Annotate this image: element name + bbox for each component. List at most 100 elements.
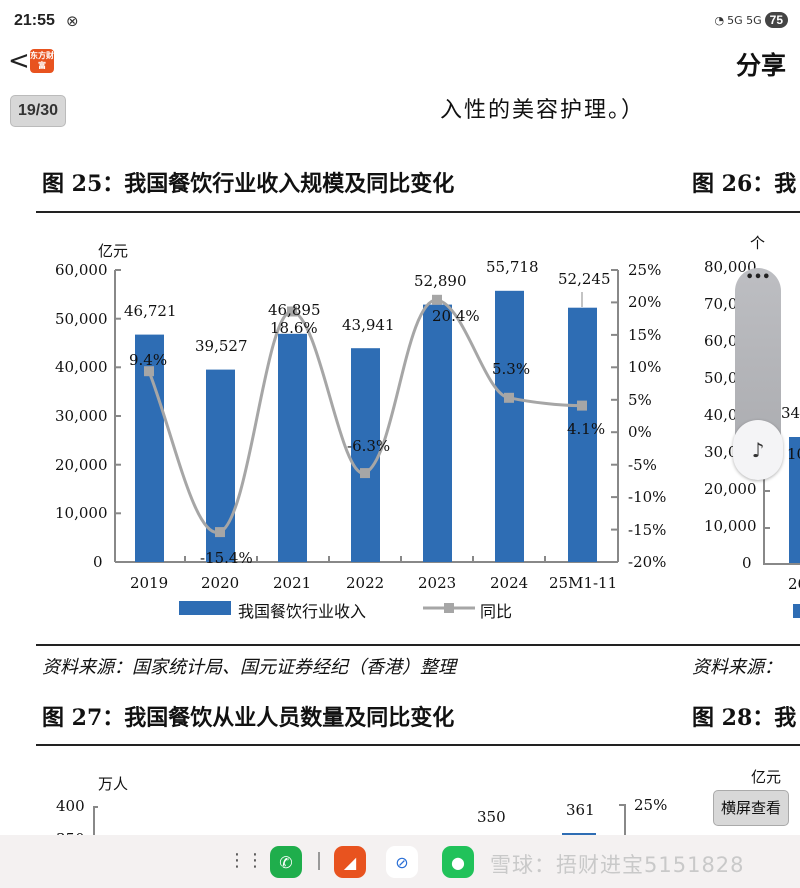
phone-app-icon[interactable]: ✆ [270,846,302,878]
bar-value-label: 361 [566,801,595,819]
legend-swatch [793,604,800,618]
axis-unit: 亿元 [751,768,782,786]
left-tick: 30,000 [55,407,108,425]
axis-unit: 万人 [98,775,129,793]
bar-value-label: 39,527 [195,337,248,355]
axis-line [93,806,95,846]
back-button[interactable]: < [8,46,30,76]
left-tick: 10,000 [55,504,108,522]
app-logo: 东方财富 [30,49,54,73]
status-bar: 21:55 ⊗ ◔ 5G 5G 75 [0,0,800,40]
x-label: 2024 [490,574,529,592]
bar-value-label: 52,890 [414,272,467,290]
tick: 0 [742,554,752,572]
tick-mark [93,806,98,808]
right-tick: 20% [628,293,662,311]
yoy-label: 20.4% [432,307,480,325]
figure-25-chart: 亿元 [55,242,667,621]
axis-unit: 个 [750,234,766,252]
figure-26-title: 图 26：我 [692,171,797,197]
tick: 20,000 [704,480,757,498]
left-tick: 40,000 [55,358,108,376]
yoy-label: 9.4% [129,351,168,369]
tick-mark [763,490,770,492]
bar-value-label: 55,718 [486,258,539,276]
clock: 21:55 [14,12,55,29]
figure-27-title: 图 27：我国餐饮从业人员数量及同比变化 [42,705,455,731]
x-label: 2021 [273,574,312,592]
legend-bar-swatch [179,601,231,615]
previous-paragraph-text: 入性的美容护理。） [440,98,646,123]
right-tick: 5% [628,391,652,409]
bar-value-label: 52,245 [558,270,611,288]
x-label: 2023 [418,574,457,592]
yoy-label: 4.1% [567,420,606,438]
x-label: 25M1-11 [549,574,618,592]
right-tick: -10% [628,488,667,506]
legend-bar-label: 我国餐饮行业收入 [238,602,367,621]
tick: 10,000 [704,517,757,535]
right-tick: 15% [628,326,662,344]
left-tick: 50,000 [55,310,108,328]
yoy-label: -6.3% [347,437,391,455]
app-drawer-icon[interactable]: ⋮⋮ [228,850,264,871]
x-label: 20 [788,575,800,593]
revenue-bars [135,290,597,562]
page-indicator: 19/30 [10,95,66,127]
music-note-icon: ♪ [751,438,765,462]
signal-icon: 5G 5G [727,13,762,27]
axis-line [763,563,800,565]
dnd-icon: ⊗ [66,12,79,30]
left-tick: 60,000 [55,261,108,279]
bar-value-label: 46,721 [124,302,177,320]
tick-mark [763,527,770,529]
x-label: 2022 [346,574,385,592]
wechat-app-icon[interactable]: ● [442,846,474,878]
right-tick: 25% [628,261,662,279]
right-tick: 10% [628,358,662,376]
bar-value-label: 350 [477,808,506,826]
right-tick: -5% [628,456,657,474]
right-tick: -20% [628,553,667,571]
system-icons: ◔ 5G 5G 75 [714,12,788,28]
yoy-label: 5.3% [492,360,531,378]
legend-line-label: 同比 [480,602,513,621]
divider [36,744,800,746]
yoy-label: 18.6% [270,319,318,337]
xueqiu-app-icon[interactable]: ⊘ [386,846,418,878]
share-button[interactable]: 分享 [735,51,786,80]
chart-svg [114,269,619,563]
landscape-view-button[interactable]: 横屏查看 [713,790,789,826]
divider [36,211,800,213]
bar-value-label: 43,941 [342,316,395,334]
figure-25-source: 资料来源：国家统计局、国元证券经纪（香港）整理 [42,657,456,678]
dock-divider [318,852,320,870]
watermark-text: 雪球：捂财进宝5151828 [490,853,745,877]
figure-28-title: 图 28：我 [692,705,797,731]
bar-value-label: 46,895 [268,301,321,319]
figure-25-title: 图 25：我国餐饮行业收入规模及同比变化 [42,171,455,197]
yoy-label: -15.4% [200,549,253,567]
x-label: 2019 [130,574,169,592]
left-tick: 0 [93,553,103,571]
divider [36,644,800,646]
music-button[interactable]: ♪ [733,420,783,480]
tick-mark [619,804,625,806]
left-axis-unit: 亿元 [98,242,129,260]
left-tick: 20,000 [55,456,108,474]
more-icon[interactable]: ••• [745,270,771,285]
right-tick: 25% [634,796,668,814]
bar-partial [789,437,800,563]
bar-value-label: 34 [781,404,800,422]
wifi-icon: ◔ [714,13,725,27]
x-label: 2020 [201,574,240,592]
right-tick: -15% [628,521,667,539]
axis-line [624,804,626,844]
eastmoney-app-icon[interactable]: ◢ [334,846,366,878]
tick: 400 [56,797,85,815]
right-tick: 0% [628,423,652,441]
legend-line-swatch [423,603,475,613]
figure-26-source: 资料来源： [692,657,782,678]
bar-value-label: 10 [787,445,800,463]
battery-icon: 75 [764,12,788,28]
